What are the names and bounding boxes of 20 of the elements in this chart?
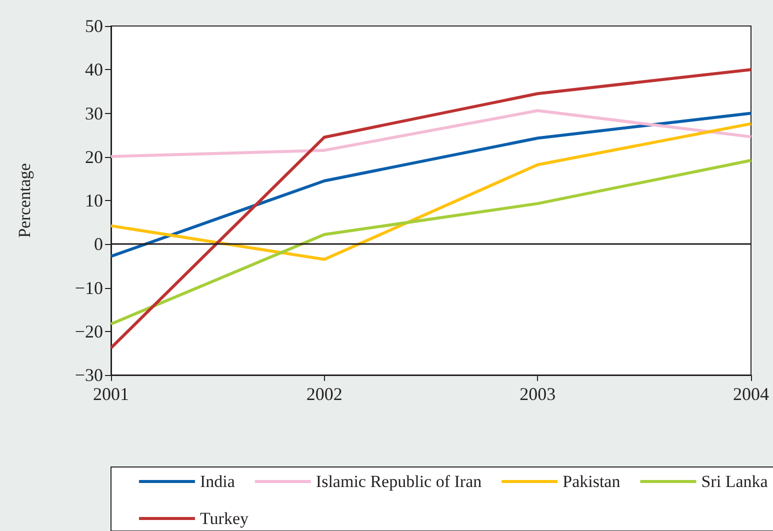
y-tick-label: 50 [85, 16, 103, 36]
y-tick-label: 40 [85, 60, 103, 80]
y-tick-label: −20 [74, 321, 103, 342]
x-tick-label: 2001 [93, 384, 129, 404]
x-tick-label: 2003 [520, 384, 556, 404]
y-tick-label: 20 [85, 146, 103, 167]
legend-label: Islamic Republic of Iran [316, 472, 482, 491]
line-series [110, 109, 752, 158]
y-tick-label: −10 [74, 278, 103, 298]
y-tick-label: 30 [85, 103, 103, 124]
legend-label: India [200, 472, 236, 491]
legend-label: Sri Lanka [701, 472, 768, 491]
legend-label: Pakistan [562, 472, 621, 491]
legend-label: Turkey [200, 509, 249, 528]
y-tick-label: 10 [85, 190, 103, 210]
y-axis-title: Percentage [15, 163, 34, 238]
y-tick-label: 0 [94, 234, 103, 254]
x-tick-label: 2002 [306, 384, 342, 404]
x-tick-label: 2004 [733, 384, 769, 404]
y-tick-label: −30 [74, 365, 103, 385]
